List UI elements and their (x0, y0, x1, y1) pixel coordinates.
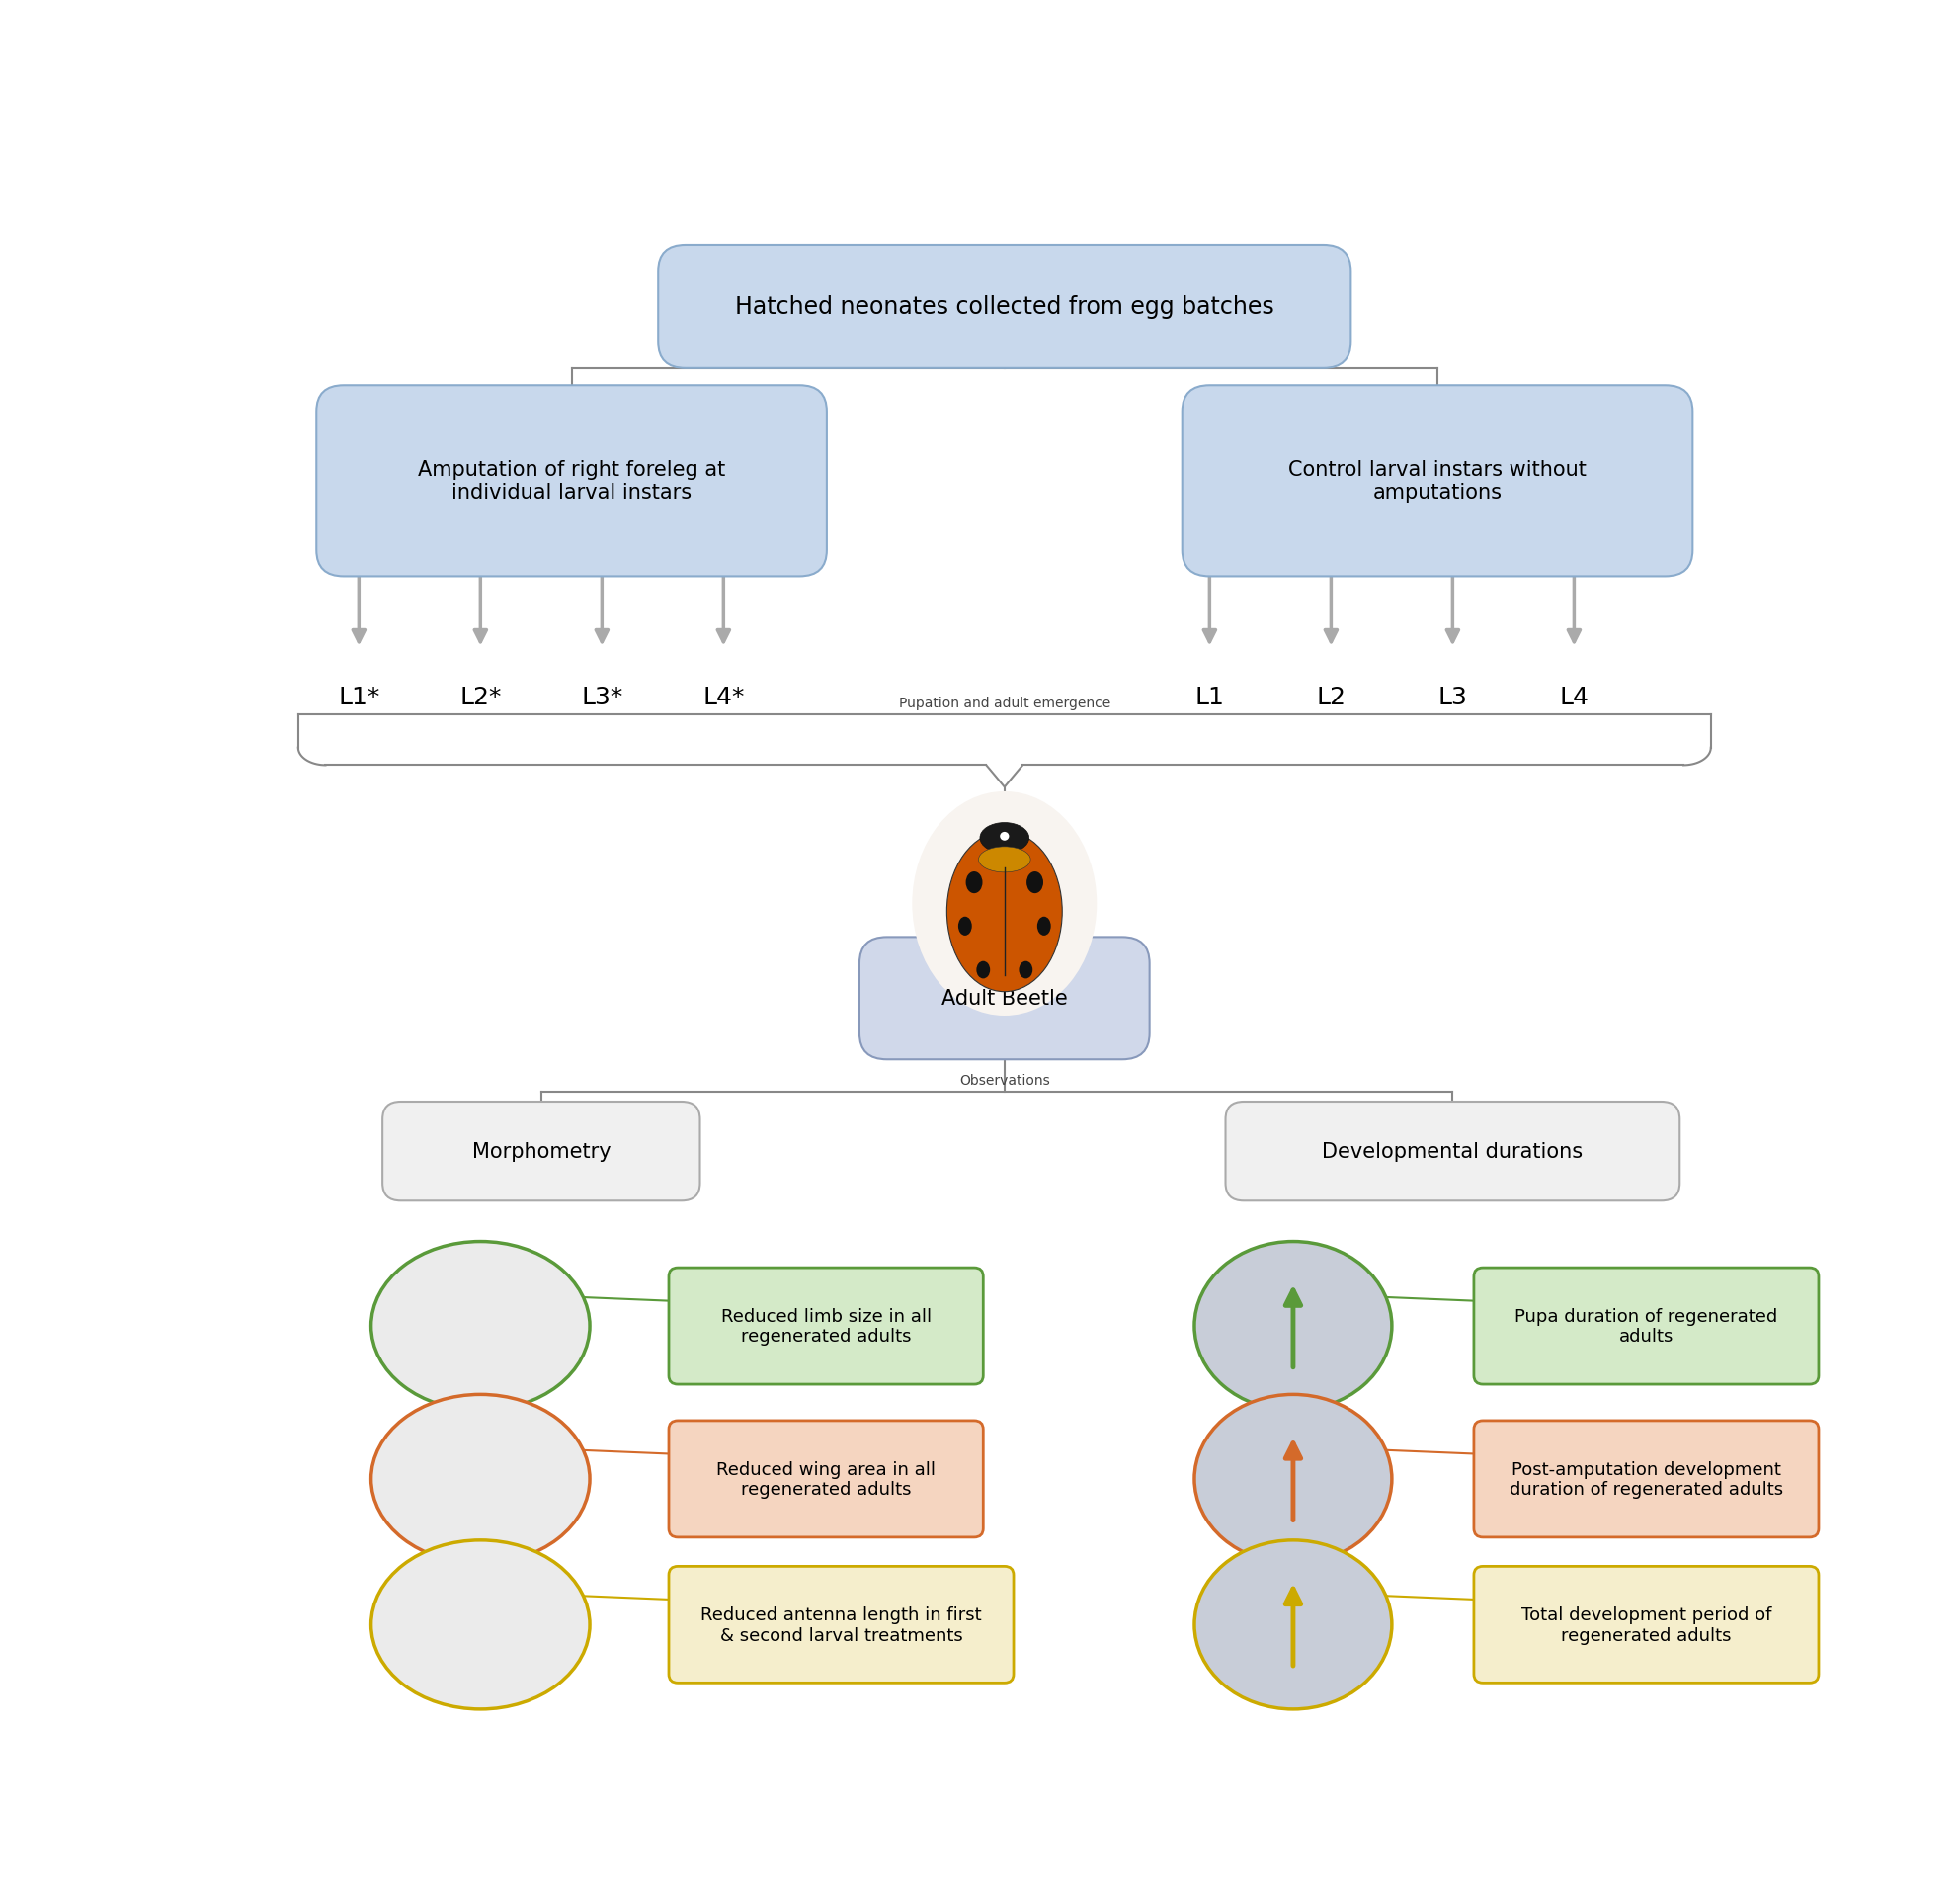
Text: Post-amputation development
duration of regenerated adults: Post-amputation development duration of … (1509, 1460, 1784, 1498)
Text: Reduced wing area in all
regenerated adults: Reduced wing area in all regenerated adu… (715, 1460, 935, 1498)
Ellipse shape (1000, 832, 1009, 841)
Text: Developmental durations: Developmental durations (1323, 1142, 1584, 1161)
FancyBboxPatch shape (316, 386, 827, 577)
Text: Total development period of
regenerated adults: Total development period of regenerated … (1521, 1605, 1772, 1643)
Text: Reduced limb size in all
regenerated adults: Reduced limb size in all regenerated adu… (721, 1307, 931, 1345)
Text: L1: L1 (1196, 686, 1225, 709)
Ellipse shape (911, 792, 1098, 1015)
Text: Pupa duration of regenerated
adults: Pupa duration of regenerated adults (1515, 1307, 1778, 1345)
FancyBboxPatch shape (1474, 1420, 1819, 1537)
Text: L2*: L2* (459, 686, 502, 709)
FancyBboxPatch shape (1182, 386, 1693, 577)
Text: Control larval instars without
amputations: Control larval instars without amputatio… (1288, 460, 1586, 503)
Ellipse shape (1037, 917, 1051, 936)
Ellipse shape (958, 917, 972, 936)
FancyBboxPatch shape (668, 1566, 1013, 1683)
Ellipse shape (978, 847, 1031, 874)
Ellipse shape (947, 832, 1062, 993)
FancyBboxPatch shape (668, 1269, 984, 1384)
Text: L4*: L4* (702, 686, 745, 709)
FancyBboxPatch shape (659, 246, 1350, 369)
FancyBboxPatch shape (382, 1102, 700, 1201)
Text: L3: L3 (1439, 686, 1468, 709)
Ellipse shape (370, 1396, 590, 1564)
FancyBboxPatch shape (1225, 1102, 1680, 1201)
FancyBboxPatch shape (1474, 1269, 1819, 1384)
Text: L1*: L1* (337, 686, 380, 709)
FancyBboxPatch shape (858, 938, 1151, 1059)
Text: L3*: L3* (580, 686, 623, 709)
Text: Hatched neonates collected from egg batches: Hatched neonates collected from egg batc… (735, 295, 1274, 320)
Text: L4: L4 (1560, 686, 1590, 709)
Ellipse shape (1194, 1396, 1392, 1564)
Text: Amputation of right foreleg at
individual larval instars: Amputation of right foreleg at individua… (417, 460, 725, 503)
Ellipse shape (1027, 872, 1043, 894)
Ellipse shape (1194, 1242, 1392, 1411)
Ellipse shape (976, 961, 990, 980)
Ellipse shape (1194, 1541, 1392, 1709)
FancyBboxPatch shape (668, 1420, 984, 1537)
Text: Reduced antenna length in first
& second larval treatments: Reduced antenna length in first & second… (700, 1605, 982, 1643)
Text: Adult Beetle: Adult Beetle (941, 989, 1068, 1008)
Ellipse shape (370, 1242, 590, 1411)
Text: Observations: Observations (958, 1074, 1051, 1087)
Ellipse shape (370, 1541, 590, 1709)
Text: L2: L2 (1317, 686, 1347, 709)
Text: Morphometry: Morphometry (472, 1142, 612, 1161)
Ellipse shape (980, 823, 1029, 853)
Ellipse shape (1019, 961, 1033, 980)
Ellipse shape (966, 872, 982, 894)
FancyBboxPatch shape (1474, 1566, 1819, 1683)
Text: Pupation and adult emergence: Pupation and adult emergence (900, 696, 1109, 711)
